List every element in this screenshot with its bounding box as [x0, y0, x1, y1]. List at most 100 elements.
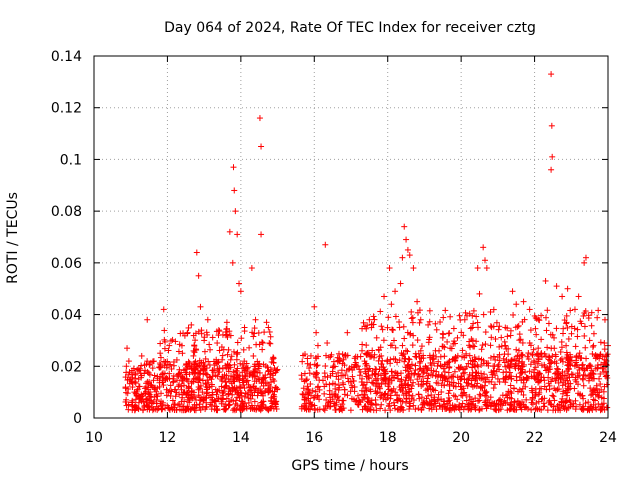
- data-point: [124, 345, 131, 352]
- data-point: [597, 381, 604, 388]
- data-point: [310, 394, 317, 401]
- data-point: [405, 392, 412, 399]
- data-point: [476, 391, 483, 398]
- data-point: [544, 407, 551, 414]
- data-point: [178, 383, 185, 390]
- data-point: [223, 364, 230, 371]
- data-point: [132, 371, 139, 378]
- data-point: [149, 407, 156, 414]
- data-point: [458, 386, 465, 393]
- data-point: [324, 340, 331, 347]
- data-point: [245, 395, 252, 402]
- data-point: [222, 379, 229, 386]
- data-point: [251, 374, 258, 381]
- data-point: [541, 377, 548, 384]
- data-point: [586, 337, 593, 344]
- data-point: [134, 366, 141, 373]
- data-point: [160, 382, 167, 389]
- data-point: [260, 398, 267, 405]
- data-point: [248, 265, 255, 272]
- data-point: [258, 231, 265, 238]
- data-point: [193, 396, 200, 403]
- data-point: [172, 393, 179, 400]
- data-point: [189, 395, 196, 402]
- data-point: [462, 365, 469, 372]
- data-point: [138, 391, 145, 398]
- data-point: [444, 338, 451, 345]
- data-point: [237, 403, 244, 410]
- data-point: [174, 402, 181, 409]
- data-point: [416, 319, 423, 326]
- data-point: [344, 375, 351, 382]
- data-point: [564, 392, 571, 399]
- data-point: [214, 396, 221, 403]
- y-tick-label: 0.1: [60, 152, 82, 168]
- y-tick-label: 0.08: [51, 204, 82, 220]
- data-point: [476, 290, 483, 297]
- data-point: [204, 331, 211, 338]
- data-point: [466, 393, 473, 400]
- data-point: [400, 323, 407, 330]
- data-point: [173, 356, 180, 363]
- data-point: [228, 353, 235, 360]
- data-point: [568, 330, 575, 337]
- data-point: [555, 366, 562, 373]
- data-point: [299, 358, 306, 365]
- data-point: [567, 398, 574, 405]
- data-point: [200, 394, 207, 401]
- data-point: [248, 402, 255, 409]
- data-point: [446, 387, 453, 394]
- data-point: [407, 365, 414, 372]
- data-point: [231, 361, 238, 368]
- data-point: [450, 392, 457, 399]
- data-point: [230, 164, 237, 171]
- data-point: [139, 392, 146, 399]
- data-point: [559, 293, 566, 300]
- data-point: [192, 337, 199, 344]
- data-point: [195, 392, 202, 399]
- data-point: [141, 385, 148, 392]
- data-point: [250, 369, 257, 376]
- data-point: [149, 365, 156, 372]
- data-point: [191, 361, 198, 368]
- data-point: [566, 374, 573, 381]
- data-point: [238, 335, 245, 342]
- data-point: [404, 246, 411, 253]
- data-point: [208, 406, 215, 413]
- data-point: [240, 365, 247, 372]
- y-tick-label: 0.04: [51, 308, 82, 324]
- data-point: [551, 334, 558, 341]
- data-point: [601, 346, 608, 353]
- y-tick-label: 0: [73, 411, 82, 427]
- data-point: [344, 329, 351, 336]
- data-point: [167, 392, 174, 399]
- data-point: [247, 395, 254, 402]
- data-point: [582, 344, 589, 351]
- data-point: [433, 326, 440, 333]
- data-point: [169, 379, 176, 386]
- data-point: [519, 385, 526, 392]
- data-point: [335, 369, 342, 376]
- data-point: [170, 362, 177, 369]
- data-point: [482, 341, 489, 348]
- data-point: [215, 332, 222, 339]
- data-point: [157, 350, 164, 357]
- data-point: [446, 330, 453, 337]
- data-point: [159, 401, 166, 408]
- data-point: [161, 362, 168, 369]
- data-point: [327, 398, 334, 405]
- data-point: [258, 380, 265, 387]
- data-point: [452, 393, 459, 400]
- data-point: [304, 360, 311, 367]
- data-point: [151, 372, 158, 379]
- data-point: [442, 307, 449, 314]
- data-point: [251, 330, 258, 337]
- data-point: [534, 406, 541, 413]
- data-point: [382, 390, 389, 397]
- data-point: [472, 395, 479, 402]
- data-point: [507, 382, 514, 389]
- data-point: [543, 327, 550, 334]
- data-point: [171, 401, 178, 408]
- data-point: [390, 327, 397, 334]
- data-point: [144, 396, 151, 403]
